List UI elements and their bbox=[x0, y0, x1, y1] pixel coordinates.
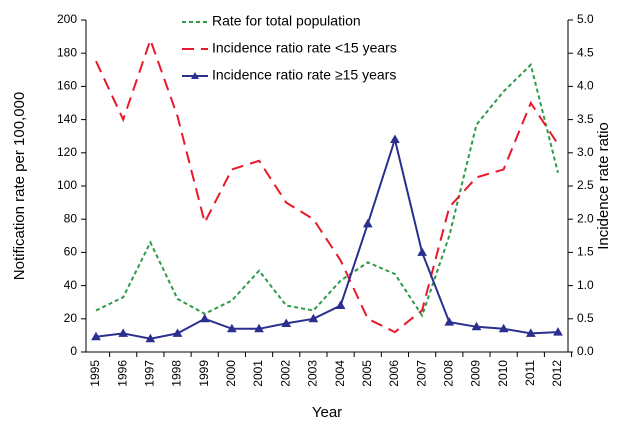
series-marker bbox=[281, 318, 292, 327]
series-marker bbox=[118, 328, 129, 337]
series-line bbox=[95, 135, 559, 340]
x-tick-label: 2010 bbox=[496, 360, 510, 387]
x-tick-label: 2001 bbox=[251, 360, 265, 387]
series-marker bbox=[145, 333, 156, 343]
series-marker bbox=[417, 247, 427, 256]
series-marker bbox=[308, 313, 319, 323]
y2-axis-label: Incidence rate ratio bbox=[595, 122, 612, 250]
y2-tick-label: 2.0 bbox=[577, 211, 594, 225]
legend-label: Incidence ratio rate <15 years bbox=[212, 40, 397, 56]
y-tick-label: 60 bbox=[64, 245, 78, 259]
series-marker bbox=[91, 331, 101, 341]
x-tick-label: 2000 bbox=[224, 360, 238, 387]
x-tick-label: 2009 bbox=[469, 360, 483, 387]
series-marker bbox=[553, 327, 563, 336]
series-marker bbox=[390, 134, 400, 144]
legend-label: Incidence ratio rate ≥15 years bbox=[212, 67, 396, 83]
y2-tick-label: 1.0 bbox=[577, 278, 594, 292]
x-tick-label: 2011 bbox=[523, 360, 537, 386]
y2-tick-label: 2.5 bbox=[577, 178, 594, 192]
y-tick-label: 120 bbox=[57, 145, 77, 159]
x-tick-label: 2005 bbox=[360, 360, 374, 387]
series-marker bbox=[498, 323, 509, 333]
y-tick-label: 40 bbox=[64, 278, 78, 292]
series-marker bbox=[471, 321, 482, 331]
series-marker bbox=[525, 328, 536, 337]
series-marker bbox=[444, 317, 455, 326]
x-tick-label: 2004 bbox=[333, 360, 347, 387]
series-line bbox=[95, 36, 559, 334]
series-marker bbox=[362, 218, 373, 228]
y-tick-label: 160 bbox=[57, 79, 77, 93]
y-tick-label: 200 bbox=[57, 12, 77, 26]
y-tick-label: 80 bbox=[64, 211, 78, 225]
x-tick-label: 1999 bbox=[197, 360, 211, 387]
y-tick-label: 140 bbox=[57, 112, 77, 126]
series-marker bbox=[172, 328, 183, 337]
y2-tick-label: 1.5 bbox=[577, 245, 594, 259]
x-tick-label: 1995 bbox=[88, 360, 102, 387]
y2-tick-label: 4.5 bbox=[577, 45, 594, 59]
series-marker bbox=[227, 323, 237, 333]
y2-tick-label: 5.0 bbox=[577, 12, 594, 26]
x-tick-label: 2012 bbox=[550, 360, 564, 387]
x-axis-label: Year bbox=[312, 404, 342, 421]
y-tick-label: 100 bbox=[57, 178, 77, 192]
y2-tick-label: 0.0 bbox=[577, 344, 594, 358]
y2-tick-label: 0.5 bbox=[577, 311, 594, 325]
y-tick-label: 0 bbox=[70, 344, 77, 358]
x-tick-label: 1998 bbox=[170, 360, 184, 387]
y-tick-label: 20 bbox=[64, 311, 78, 325]
series-marker bbox=[254, 323, 264, 333]
legend-marker bbox=[191, 72, 199, 79]
y-tick-label: 180 bbox=[57, 45, 77, 59]
legend-label: Rate for total population bbox=[212, 13, 361, 29]
y2-tick-label: 4.0 bbox=[577, 79, 594, 93]
series-marker bbox=[335, 300, 346, 310]
x-tick-label: 2008 bbox=[441, 360, 455, 387]
x-tick-label: 2007 bbox=[414, 360, 428, 387]
y2-tick-label: 3.0 bbox=[577, 145, 594, 159]
x-tick-label: 2006 bbox=[387, 360, 401, 387]
x-tick-label: 2003 bbox=[306, 360, 320, 387]
series-line bbox=[95, 62, 559, 318]
series-marker bbox=[199, 313, 210, 323]
x-tick-label: 1996 bbox=[115, 360, 129, 387]
x-tick-label: 1997 bbox=[143, 360, 157, 387]
y-axis-label: Notification rate per 100,000 bbox=[11, 92, 28, 280]
x-tick-label: 2002 bbox=[278, 360, 292, 387]
y2-tick-label: 3.5 bbox=[577, 112, 594, 126]
